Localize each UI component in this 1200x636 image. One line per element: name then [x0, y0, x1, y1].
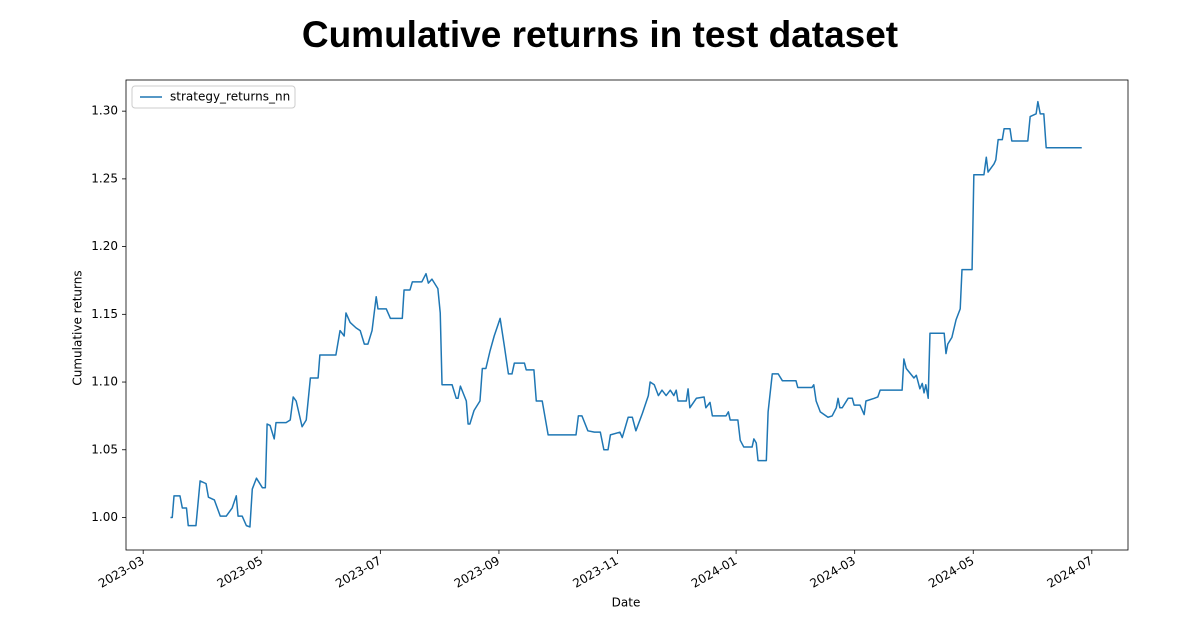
x-tick-label: 2023-09 — [452, 554, 502, 591]
y-tick-label: 1.15 — [91, 307, 118, 321]
x-tick-label: 2023-05 — [215, 554, 265, 591]
chart-title: Cumulative returns in test dataset — [302, 14, 898, 55]
legend-label: strategy_returns_nn — [170, 90, 290, 104]
data-line — [170, 100, 1082, 528]
y-tick-label: 1.20 — [91, 239, 118, 253]
plot-frame — [125, 79, 1129, 551]
x-tick-label: 2023-03 — [96, 554, 146, 591]
y-tick-label: 1.05 — [91, 442, 118, 456]
x-tick-label: 2024-03 — [808, 554, 858, 591]
x-tick-label: 2023-11 — [570, 554, 620, 591]
x-axis-label: Date — [612, 596, 641, 610]
legend-box — [131, 85, 296, 109]
x-tick-label: 2024-05 — [926, 554, 976, 591]
x-tick-label: 2024-01 — [689, 554, 739, 591]
x-tick-label: 2023-07 — [333, 554, 383, 591]
y-tick-label: 1.10 — [91, 375, 118, 389]
y-tick-label: 1.00 — [91, 510, 118, 524]
y-tick-label: 1.30 — [91, 104, 118, 118]
y-axis-label: Cumulative returns — [71, 270, 85, 385]
y-tick-label: 1.25 — [91, 171, 118, 185]
x-tick-label: 2024-07 — [1045, 554, 1095, 591]
